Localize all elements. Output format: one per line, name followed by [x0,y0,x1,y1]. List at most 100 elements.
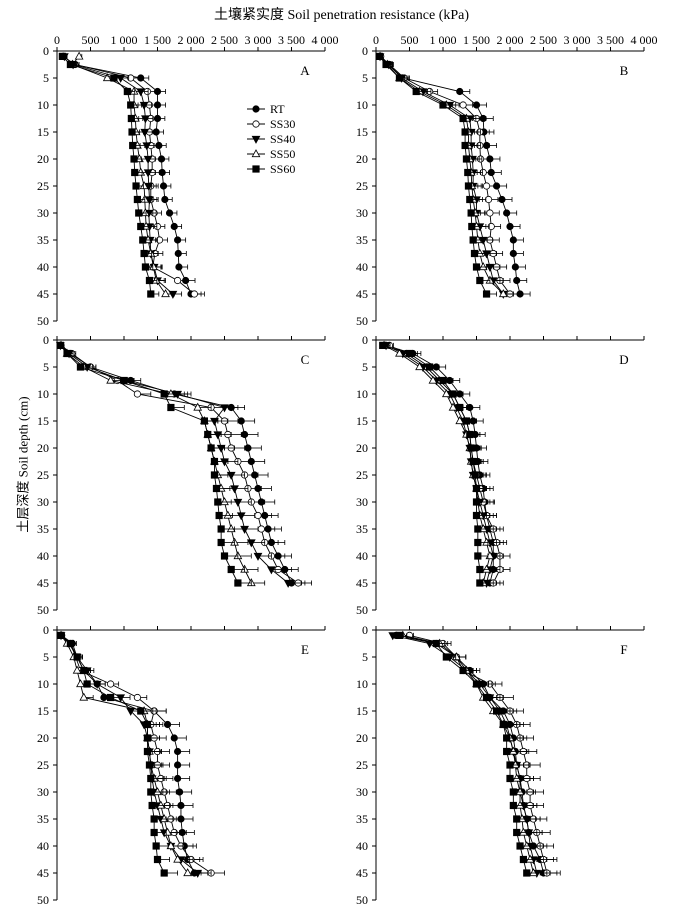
panel-a-ss50-point [129,86,139,95]
panel-a-rt-point [158,168,166,177]
panel-c-ss60-point [56,341,64,350]
panel-a-x-tick-label: 500 [82,33,100,47]
panel-f-ss60-point [482,693,491,702]
panel-c-rt-line [60,345,292,584]
panel-b-y-tick-label: 50 [356,314,368,328]
panel-b-x-tick-label: 0 [373,33,379,47]
panel-a-y-tick-label: 5 [43,71,49,85]
panel-f-ss60-point [506,774,514,783]
panel-a-ss50-point [74,51,84,60]
panel-a-rt-point [159,182,168,190]
panel-d-ss60-point [474,552,482,560]
panel-f-ss40-point [524,829,534,838]
panel-b-y-tick-label: 25 [356,179,368,193]
panel-d-ss60-point [476,579,484,587]
panel-c-ss50-point [223,510,233,519]
panel-d-y-tick-label: 0 [362,333,368,347]
panel-f-ss60-point [506,761,514,769]
panel-a-legend-entry: SS30 [270,117,295,131]
panel-e-y-tick-label: 25 [37,758,49,772]
panel-c-y-tick-label: 50 [37,603,49,617]
panel-e-ss50-point [72,665,82,674]
panel-a-ss60-point [127,114,135,123]
panel-a-ss60-point [133,195,141,204]
panel-e-rt-point [174,774,182,783]
panel-d-ss50-point [448,402,458,411]
panel-d-ss60-point [462,417,471,425]
panel-b-x-tick-label: 500 [401,33,419,47]
panel-e-y-tick-label: 45 [37,866,49,880]
panel-c-ss60-point [204,430,212,439]
panel-d-ss60-point [466,430,474,439]
panel-e-ss50-point [166,841,176,850]
panel-d-ss60-point [476,565,484,574]
panel-b-ss30-point [482,182,491,190]
panel-d-ss60-point [456,403,464,412]
panel-d-y-tick-label: 35 [356,522,368,536]
panel-f-ss50-point [522,841,532,850]
panel-d-y-tick-label: 30 [356,495,368,509]
panel-b-x-tick-label: 2 000 [497,33,524,47]
panel-b-ss30-point [459,101,467,109]
panel-f-ss60-point [503,734,511,742]
panel-c-y-tick-label: 0 [43,333,49,347]
panel-c-ss30-line [60,345,299,584]
panel-b-ss60-point [461,141,469,150]
panel-e-y-tick-label: 50 [37,893,49,907]
panel-f-ss60-point [519,855,528,864]
panel-c-y-tick-label: 15 [37,414,49,428]
panel-a-ss60-point [130,155,138,163]
panel-b-ss60-point [461,128,469,136]
panel-b-x-tick-label: 1 000 [430,33,457,47]
panel-c-ss60-point [210,471,219,479]
panel-a-ss40-point [140,128,150,137]
panel-c-ss60-point [217,525,225,533]
panel-a-ss60-point [131,168,139,177]
panel-a-x-tick-label: 4 000 [312,33,339,47]
panel-a-ss40-point [168,290,178,299]
panel-f-y-tick-label: 50 [356,893,368,907]
panel-e-rt-point [174,747,182,756]
panel-a-ss50-point [151,275,161,284]
panel-a-ss40-point [141,115,150,124]
panel-f-ss50-point [519,827,528,836]
panel-e-ss50-point [156,800,166,809]
panel-e-y-tick-label: 0 [43,623,49,637]
panel-c-ss50-point [220,497,229,506]
panel-d-ss60-point [471,471,479,479]
panel-b-x-tick-label: 3 000 [564,33,591,47]
panel-c-ss60-point [210,457,219,466]
panel-f-y-tick-label: 5 [362,650,368,664]
panel-a-y-tick-label: 20 [37,152,49,166]
panel-a-ss50-point [139,181,149,190]
panel-a-x-tick-label: 2 500 [211,33,238,47]
panel-c-ss40-point [267,566,276,575]
panel-f-y-tick-label: 10 [356,677,368,691]
panel-e-y-tick-label: 10 [37,677,49,691]
panel-e-ss50-point [76,679,85,688]
panel-b-rt-point [511,263,519,271]
panel-c-ss40-point [220,404,229,413]
panel-c-ss60-point [207,444,215,452]
panel-e-y-tick-label: 20 [37,731,49,745]
panel-b-y-tick-label: 5 [362,71,368,85]
panel-d-ss50-point [482,564,491,573]
panel-f-ss50-point [515,787,525,796]
panel-b-ss30-point [484,195,493,204]
panel-c-ss50-point [166,389,176,398]
panel-a-ss60-point [123,87,131,96]
panel-a-ss30-point [190,290,198,298]
panel-c-ss60-point [167,403,175,412]
panel-a-rt-point [161,195,169,204]
panel-b-ss60-point [462,155,471,163]
panel-f-label: F [620,642,627,657]
panel-e-ss60-point [107,693,115,702]
panel-b-x-tick-label: 2 500 [530,33,557,47]
panel-a-ss50-point [149,262,158,271]
panel-e-ss50-point [183,868,193,877]
panel-f-y-tick-label: 35 [356,812,368,826]
panel-f-ss60-point [395,631,404,640]
panel-c-ss40-line [60,345,289,584]
panel-a-rt-point [165,209,174,217]
panel-f-ss60-point [513,828,521,837]
